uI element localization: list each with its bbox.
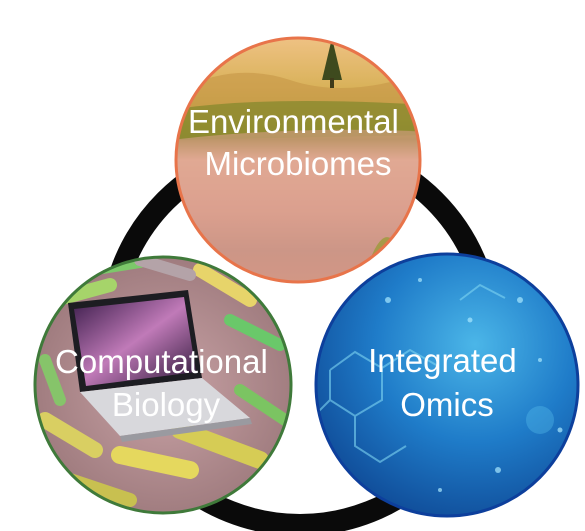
computational-biology-node: Computational Biology — [33, 255, 293, 515]
omics-label-line-2: Omics — [400, 386, 494, 423]
computational-biology-label: Computational Biology — [55, 343, 277, 423]
integrated-omics-node: Integrated Omics — [314, 252, 580, 518]
environmental-label-line-2: Microbiomes — [204, 145, 391, 182]
computational-label-line-2: Biology — [112, 386, 221, 423]
environmental-microbiomes-node: Environmental Microbiomes — [174, 36, 422, 284]
integrated-omics-label: Integrated Omics — [368, 342, 526, 423]
computational-label-line-1: Computational — [55, 343, 268, 380]
environmental-label-line-1: Environmental — [188, 103, 399, 140]
environmental-microbiomes-label: Environmental Microbiomes — [188, 103, 408, 182]
omics-label-line-1: Integrated — [368, 342, 517, 379]
omics-molecular-image — [316, 254, 578, 516]
computational-bacteria-image — [35, 257, 291, 513]
environmental-microbiomes-border — [174, 36, 422, 284]
computational-biology-border — [33, 255, 293, 515]
integrated-omics-border — [314, 252, 580, 518]
